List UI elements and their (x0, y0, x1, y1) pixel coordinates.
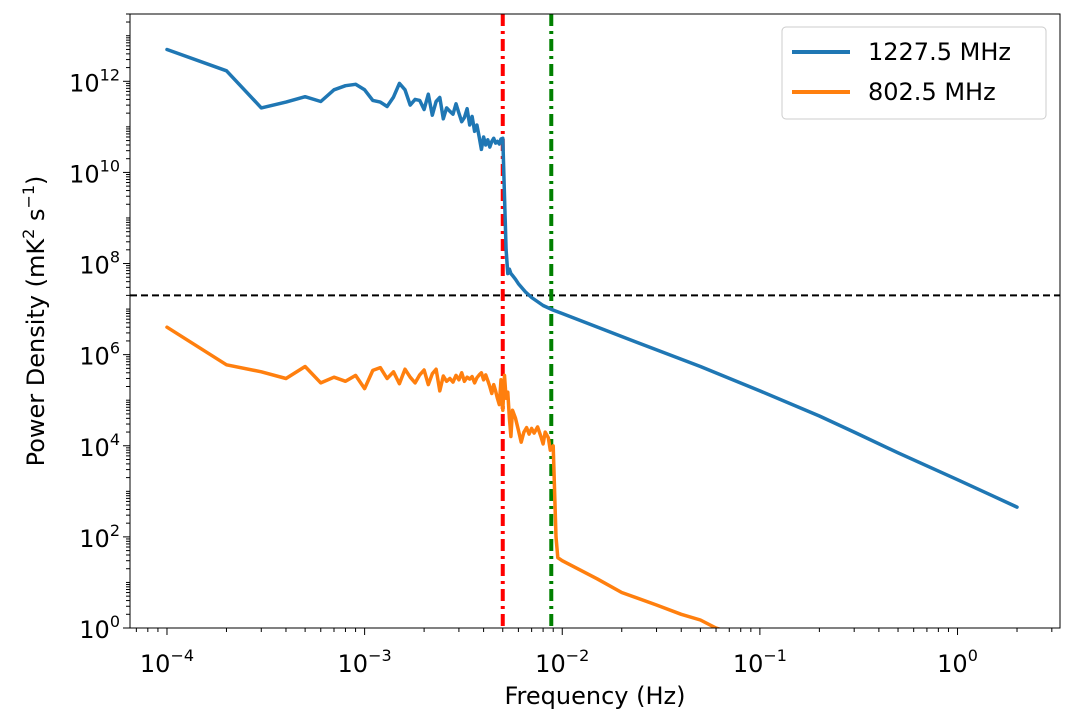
y-tick-label: 108 (79, 248, 120, 280)
y-axis-label: Power Density (mK2 s−1) (19, 176, 50, 467)
x-axis-label: Frequency (Hz) (505, 682, 686, 710)
legend-label-802: 802.5 MHz (868, 78, 996, 106)
series-line-1227-5-mhz (165, 47, 1019, 509)
x-tick-label: 10−3 (338, 646, 392, 678)
series-line-802-5-mhz (165, 325, 723, 628)
x-tick-label: 10−1 (733, 646, 787, 678)
plot-frame (129, 13, 1061, 629)
y-tick-label: 102 (79, 521, 120, 553)
x-tick-label: 100 (937, 646, 978, 678)
y-tick-label: 100 (79, 612, 120, 644)
y-tick-label: 1012 (69, 65, 120, 97)
x-tick-label: 10−4 (140, 646, 194, 678)
y-tick-label: 106 (79, 339, 120, 371)
legend-label-1227: 1227.5 MHz (868, 38, 1011, 66)
legend: 1227.5 MHz 802.5 MHz (781, 26, 1047, 120)
x-tick-label: 10−2 (535, 646, 589, 678)
y-tick-label: 1010 (69, 156, 120, 188)
y-tick-label: 104 (79, 430, 120, 462)
